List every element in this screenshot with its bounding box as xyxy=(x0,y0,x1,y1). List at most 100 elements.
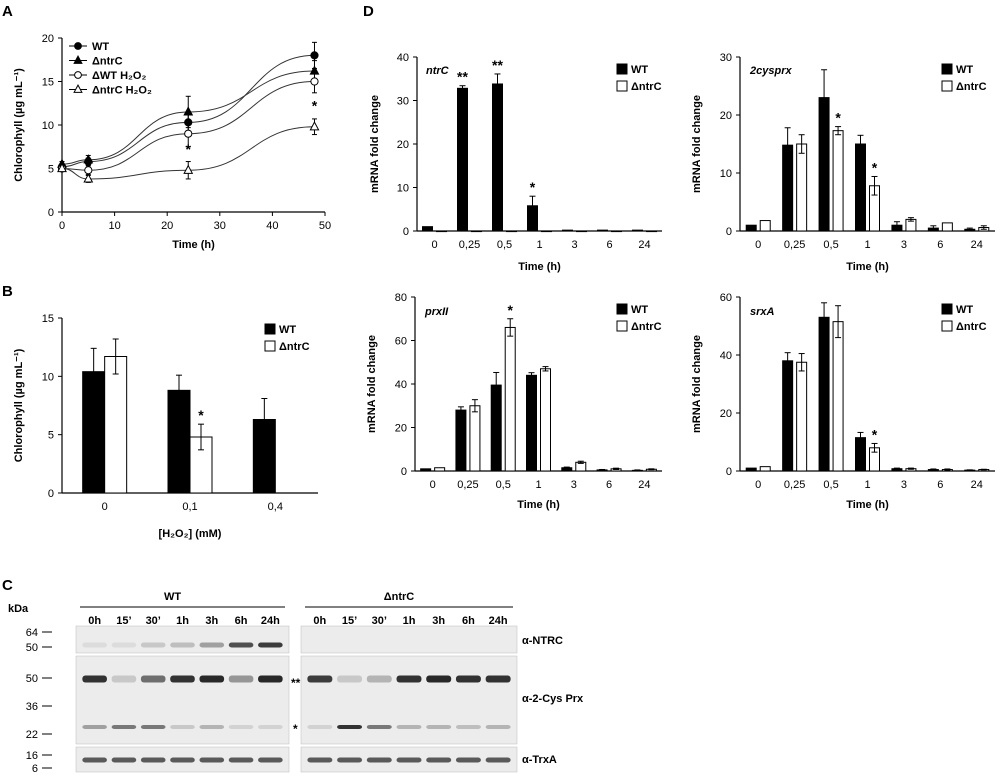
blot-band xyxy=(455,725,481,729)
panel-letter-a: A xyxy=(2,3,13,20)
y-tick-label: 5 xyxy=(48,430,54,442)
y-tick-label: 60 xyxy=(395,336,407,348)
y-tick-label: 15 xyxy=(42,313,54,325)
legend-swatch xyxy=(616,80,628,92)
data-point xyxy=(184,129,193,138)
legend-swatch xyxy=(941,303,953,315)
blot-band xyxy=(337,675,363,683)
y-tick-label: 80 xyxy=(395,292,407,304)
panel-letter-d: D xyxy=(363,3,374,20)
lane-label: 3h xyxy=(205,615,218,627)
x-tick-label: 24 xyxy=(638,239,650,251)
blot-band xyxy=(307,675,333,683)
significance-mark: * xyxy=(198,407,204,423)
significance-mark: * xyxy=(872,426,878,442)
x-axis-label: Time (h) xyxy=(517,499,560,511)
y-tick-label: 10 xyxy=(720,168,732,180)
y-tick-label: 40 xyxy=(720,350,732,362)
antibody-label: α-NTRC xyxy=(522,635,563,647)
chart-d-prxii: 0 20 40 60 80 0 0,25 0,5 1 3 6 24 * Time (h) mRNA fold… xyxy=(366,292,662,511)
y-tick-label: 60 xyxy=(720,292,732,304)
lane-label: 1h xyxy=(176,615,189,627)
lane-label: 6h xyxy=(462,615,475,627)
blot-band xyxy=(140,757,166,763)
bar xyxy=(436,230,447,233)
bar xyxy=(818,316,830,472)
y-axis-label: Chlorophyll (µg mL⁻¹) xyxy=(13,348,25,462)
blot-band xyxy=(258,757,283,763)
bar xyxy=(457,87,468,232)
blot-band xyxy=(366,757,392,763)
legend-swatch xyxy=(941,80,953,92)
y-axis-label: Chlorophyll (µg mL⁻¹) xyxy=(13,68,25,182)
y-tick-label: 15 xyxy=(42,77,54,89)
x-tick-label: 6 xyxy=(937,239,943,251)
chart-b: 0 5 10 15 0 0,1 0,4 * [H₂O₂] (mM) Chlorophyll (µg… xyxy=(13,313,318,540)
blot-band xyxy=(455,757,481,763)
y-tick-label: 20 xyxy=(720,408,732,420)
blot-band xyxy=(199,675,225,683)
panel-letter-c: C xyxy=(2,577,13,594)
data-point xyxy=(84,166,93,175)
bar xyxy=(646,230,657,233)
y-tick-label: 20 xyxy=(395,423,407,435)
x-tick-label: 0,4 xyxy=(268,501,283,513)
blot-band xyxy=(485,757,511,763)
blot-band xyxy=(337,725,363,729)
y-tick-label: 0 xyxy=(403,226,409,238)
bar xyxy=(745,224,757,232)
x-tick-label: 0,25 xyxy=(459,239,480,251)
y-tick-label: 30 xyxy=(720,52,732,64)
gene-label: prxII xyxy=(424,306,449,318)
significance-mark: ** xyxy=(457,69,468,85)
monomer-mark: * xyxy=(293,722,298,736)
y-tick-label: 5 xyxy=(48,164,54,176)
x-tick-label: 30 xyxy=(214,220,226,232)
x-tick-label: 20 xyxy=(161,220,173,232)
lane-label: 30’ xyxy=(146,615,161,627)
lane-label: 3h xyxy=(432,615,445,627)
bar xyxy=(611,230,622,233)
blot-band xyxy=(199,757,225,763)
y-tick-label: 20 xyxy=(397,139,409,151)
significance-mark: ** xyxy=(492,57,503,73)
blot-strip xyxy=(300,625,518,654)
blot-band xyxy=(199,642,225,648)
x-tick-label: 1 xyxy=(864,479,870,491)
x-tick-label: 40 xyxy=(266,220,278,232)
series-line xyxy=(61,54,315,168)
blot-band xyxy=(82,757,107,763)
significance-mark: * xyxy=(507,302,513,318)
x-tick-label: 0 xyxy=(59,220,65,232)
legend-label: ΔntrC xyxy=(631,321,662,333)
x-axis-label: Time (h) xyxy=(172,239,215,251)
y-tick-label: 20 xyxy=(720,110,732,122)
blot-band xyxy=(485,725,511,729)
legend-label: ΔWT H₂O₂ xyxy=(92,70,146,82)
lane-label: 0h xyxy=(313,615,326,627)
x-tick-label: 0,25 xyxy=(457,479,478,491)
gene-label: srxA xyxy=(750,306,775,318)
x-tick-label: 6 xyxy=(937,479,943,491)
y-tick-label: 40 xyxy=(397,52,409,64)
blot-band xyxy=(228,675,254,683)
data-point xyxy=(309,121,320,131)
lane-label: 30’ xyxy=(372,615,387,627)
bar xyxy=(455,409,467,472)
bar xyxy=(469,405,481,472)
y-axis-label: mRNA fold change xyxy=(369,95,381,193)
blot-band xyxy=(396,675,422,683)
blot-band xyxy=(366,725,392,729)
kda-marker: 50 xyxy=(26,673,38,685)
legend-swatch xyxy=(941,63,953,75)
x-tick-label: 1 xyxy=(864,239,870,251)
x-tick-label: 1 xyxy=(536,239,542,251)
blot-band xyxy=(258,675,283,683)
blot-band xyxy=(111,757,137,763)
x-tick-label: 0 xyxy=(102,501,108,513)
chart-d-2cysprx: 0 10 20 30 0 0,25 0,5 1 3 6 24 * * Time (h) mRNA fold … xyxy=(691,52,995,273)
y-tick-label: 10 xyxy=(42,120,54,132)
bar xyxy=(782,360,794,472)
bar xyxy=(745,467,757,472)
